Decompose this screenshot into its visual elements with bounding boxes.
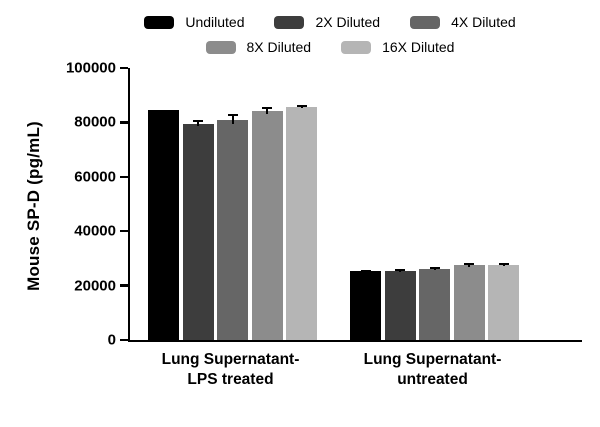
chart-legend: Undiluted 2X Diluted 4X Diluted 8X Diluted 1… bbox=[95, 14, 565, 55]
y-tick-label: 100000 bbox=[65, 59, 116, 77]
y-axis-title: Mouse SP-D (pg/mL) bbox=[24, 121, 43, 291]
y-tick-label: 40000 bbox=[74, 222, 116, 240]
error-bar-cap bbox=[395, 268, 405, 271]
error-bar-cap bbox=[296, 104, 307, 107]
error-bar-cap bbox=[262, 106, 272, 109]
x-category-line2: LPS treated bbox=[187, 371, 274, 389]
error-bar-cap bbox=[227, 114, 238, 117]
error-bar bbox=[502, 263, 505, 266]
error-bar-cap bbox=[360, 269, 371, 272]
y-tick bbox=[120, 121, 128, 124]
legend-item-16x-diluted: 16X Diluted bbox=[341, 39, 454, 55]
bar-4x-diluted-untreated bbox=[419, 269, 450, 340]
legend-row: Undiluted 2X Diluted 4X Diluted bbox=[144, 14, 516, 30]
y-tick bbox=[120, 284, 128, 287]
legend-label: 16X Diluted bbox=[382, 39, 455, 55]
bar-2x-diluted-lps-treated bbox=[182, 123, 214, 340]
error-bar bbox=[468, 263, 470, 267]
bar-2x-diluted-untreated bbox=[384, 270, 416, 340]
x-category-line2: untreated bbox=[397, 371, 468, 389]
error-bar-cap bbox=[429, 266, 440, 269]
y-tick-label: 60000 bbox=[74, 168, 116, 186]
x-category-label-untreated: Lung Supernatant-untreated bbox=[313, 350, 553, 390]
bar-8x-diluted-untreated bbox=[453, 265, 485, 340]
legend-item-2x-diluted: 2X Diluted bbox=[274, 14, 380, 30]
legend-swatch-2x-diluted bbox=[274, 15, 305, 29]
y-tick bbox=[120, 338, 128, 342]
x-category-line1: Lung Supernatant- bbox=[363, 351, 502, 368]
y-tick-label: 0 bbox=[107, 331, 116, 349]
error-bar-cap bbox=[193, 120, 203, 123]
legend-item-4x-diluted: 4X Diluted bbox=[410, 14, 516, 30]
legend-swatch-4x-diluted bbox=[410, 15, 441, 29]
bar-4x-diluted-lps-treated bbox=[217, 119, 248, 340]
error-bar bbox=[266, 107, 268, 115]
y-tick bbox=[120, 229, 128, 233]
x-category-label-lps-treated: Lung Supernatant- LPS treated bbox=[111, 350, 351, 390]
y-tick-label: 20000 bbox=[74, 277, 116, 295]
legend-label: 4X Diluted bbox=[451, 14, 516, 30]
y-tick-label: 80000 bbox=[74, 113, 116, 131]
legend-row: 8X Diluted 16X Diluted bbox=[205, 39, 454, 55]
error-bar bbox=[231, 115, 234, 125]
legend-item-undiluted: Undiluted bbox=[144, 14, 244, 30]
error-bar-cap bbox=[464, 262, 474, 265]
bar-undiluted-untreated bbox=[350, 271, 381, 340]
error-bar bbox=[300, 105, 303, 109]
bar-8x-diluted-lps-treated bbox=[251, 110, 283, 340]
error-bar bbox=[433, 267, 436, 271]
bar-undiluted-lps-treated bbox=[148, 110, 179, 340]
y-tick bbox=[120, 175, 128, 179]
x-category-line1: Lung Supernatant- bbox=[161, 351, 300, 368]
legend-swatch-undiluted bbox=[144, 15, 175, 29]
bar-16x-diluted-lps-treated bbox=[286, 107, 317, 340]
legend-swatch-8x-diluted bbox=[205, 40, 236, 54]
y-tick bbox=[120, 66, 128, 70]
legend-label: Undiluted bbox=[185, 14, 245, 30]
error-bar bbox=[197, 121, 199, 127]
plot-area: 0 20000 40000 60000 80000 100000 bbox=[66, 60, 582, 349]
legend-swatch-16x-diluted bbox=[341, 40, 372, 54]
legend-item-8x-diluted: 8X Diluted bbox=[205, 39, 312, 55]
error-bar-cap bbox=[498, 262, 509, 265]
legend-label: 8X Diluted bbox=[246, 39, 312, 55]
legend-label: 2X Diluted bbox=[315, 14, 381, 30]
bar-16x-diluted-untreated bbox=[488, 264, 519, 340]
